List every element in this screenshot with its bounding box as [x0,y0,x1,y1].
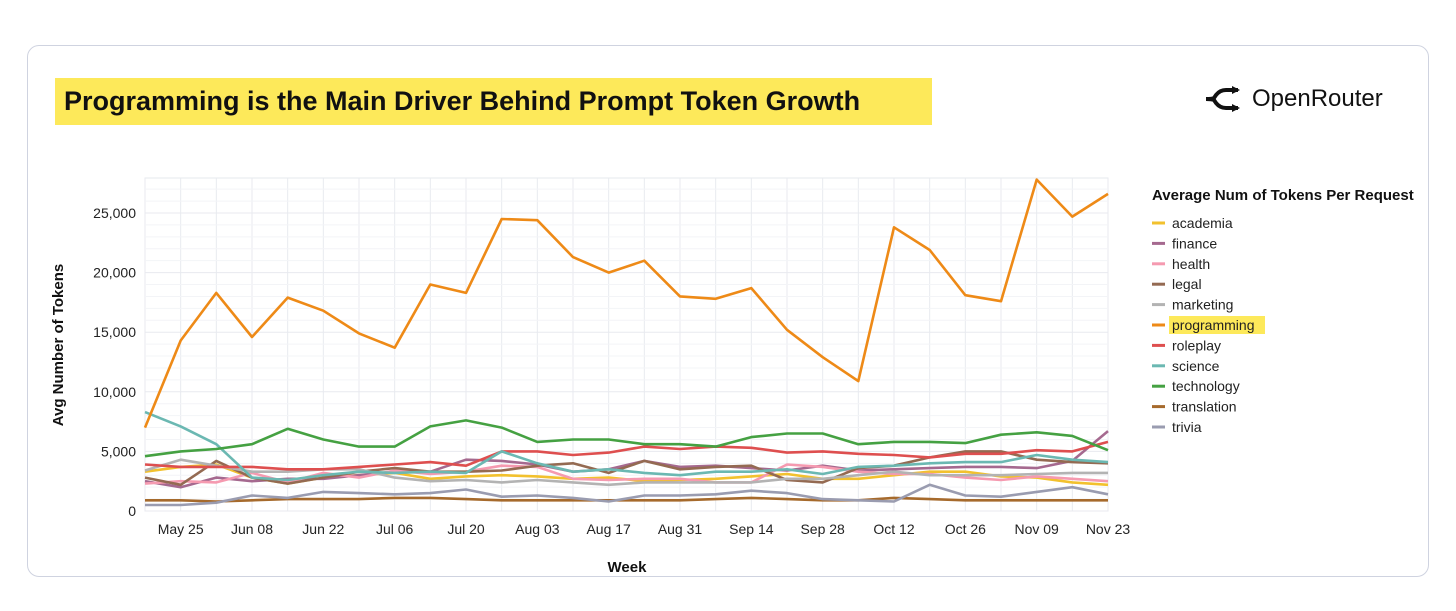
x-tick-label: Sep 14 [729,521,774,537]
y-axis-label: Avg Number of Tokens [50,264,67,427]
x-tick-label: Oct 12 [873,521,914,537]
y-tick-label: 20,000 [93,265,136,281]
legend-item-programming: programming [1152,316,1265,334]
legend-label: roleplay [1172,337,1221,353]
legend-label: translation [1172,399,1237,415]
series-line-technology [144,419,1109,458]
legend-label: marketing [1172,297,1233,313]
series-line-programming [143,178,1109,429]
legend-item-academia: academia [1152,215,1233,231]
series-line-translation [145,496,1108,503]
legend-item-legal: legal [1152,276,1202,292]
series-line-science [144,410,1109,482]
series-line-roleplay [144,440,1109,471]
x-tick-label: Aug 31 [658,521,703,537]
legend-label: technology [1172,378,1240,394]
x-tick-label: Sep 28 [800,521,845,537]
legend-item-roleplay: roleplay [1152,337,1221,353]
legend-label: science [1172,358,1220,374]
legend-item-finance: finance [1152,235,1217,251]
x-tick-label: Aug 03 [515,521,560,537]
series-line-trivia [145,483,1109,507]
chart-title: Programming is the Main Driver Behind Pr… [55,78,932,125]
y-tick-label: 25,000 [93,205,136,221]
x-tick-label: Jun 08 [231,521,273,537]
x-tick-label: May 25 [158,521,204,537]
legend-highlight [1169,316,1265,334]
y-tick-label: 5,000 [101,443,136,459]
y-tick-label: 10,000 [93,384,136,400]
x-tick-label: Nov 23 [1086,521,1131,537]
x-tick-label: Oct 26 [945,521,986,537]
x-axis-label: Week [608,559,648,576]
legend-label: health [1172,256,1210,272]
legend-item-trivia: trivia [1152,419,1202,435]
legend-label: trivia [1172,419,1202,435]
legend-label: programming [1172,317,1254,333]
x-tick-label: Jul 20 [447,521,485,537]
legend-label: finance [1172,235,1217,251]
legend-item-technology: technology [1152,378,1240,394]
legend-title: Average Num of Tokens Per Request [1152,187,1414,204]
legend-item-health: health [1152,256,1210,272]
legend-item-science: science [1152,358,1220,374]
openrouter-logo-text: OpenRouter [1252,85,1383,112]
y-tick-label: 15,000 [93,324,136,340]
x-tick-label: Jun 22 [302,521,344,537]
openrouter-logo: OpenRouter [1204,84,1383,114]
legend-item-marketing: marketing [1152,297,1233,313]
chart-card [27,45,1429,577]
legend-item-translation: translation [1152,399,1237,415]
x-tick-label: Jul 06 [376,521,414,537]
legend-label: academia [1172,215,1233,231]
x-tick-label: Nov 09 [1014,521,1059,537]
y-tick-label: 0 [128,503,136,519]
openrouter-logo-icon [1205,86,1240,112]
x-tick-label: Aug 17 [586,521,631,537]
legend-label: legal [1172,276,1202,292]
